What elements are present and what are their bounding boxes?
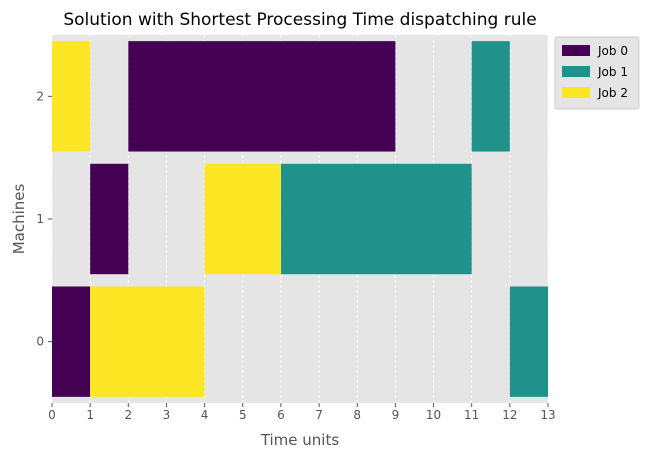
x-tick-label: 6 — [277, 408, 285, 422]
x-tick-label: 13 — [540, 408, 555, 422]
gantt-bar — [509, 286, 548, 397]
y-axis-label: Machines — [10, 184, 28, 255]
gantt-bar — [280, 163, 472, 275]
x-tick-label: 1 — [86, 408, 94, 422]
x-tick-label: 4 — [201, 408, 209, 422]
gantt-bar — [52, 41, 91, 152]
gantt-bar — [52, 286, 91, 397]
legend-label: Job 0 — [597, 44, 628, 58]
y-tick-label: 1 — [36, 212, 44, 226]
legend-swatch — [562, 45, 590, 56]
x-tick-label: 2 — [124, 408, 132, 422]
y-tick-label: 2 — [36, 89, 44, 103]
legend-label: Job 1 — [597, 65, 628, 79]
legend-swatch — [562, 66, 590, 77]
gantt-bar — [471, 41, 510, 152]
gantt-bar — [90, 286, 205, 397]
gantt-bar — [128, 41, 396, 152]
x-tick-label: 12 — [502, 408, 517, 422]
x-tick-label: 11 — [464, 408, 479, 422]
gantt-bars — [52, 41, 548, 397]
x-tick-label: 7 — [315, 408, 323, 422]
gantt-bar — [90, 163, 129, 275]
x-tick-label: 10 — [426, 408, 441, 422]
legend: Job 0 Job 1 Job 2 — [554, 36, 640, 110]
y-tick-label: 0 — [36, 335, 44, 349]
x-tick-label: 8 — [353, 408, 361, 422]
chart-title: Solution with Shortest Processing Time d… — [63, 10, 536, 30]
x-tick-label: 9 — [392, 408, 400, 422]
x-tick-label: 3 — [163, 408, 171, 422]
y-axis-ticks: 0 1 2 — [36, 89, 52, 349]
x-tick-label: 0 — [48, 408, 56, 422]
legend-swatch — [562, 87, 590, 98]
x-axis-ticks: 0 1 2 3 4 5 6 7 8 9 10 11 12 13 — [48, 403, 556, 422]
x-tick-label: 5 — [239, 408, 247, 422]
x-axis-label: Time units — [260, 431, 340, 449]
legend-label: Job 2 — [597, 86, 628, 100]
gantt-bar — [204, 163, 281, 275]
